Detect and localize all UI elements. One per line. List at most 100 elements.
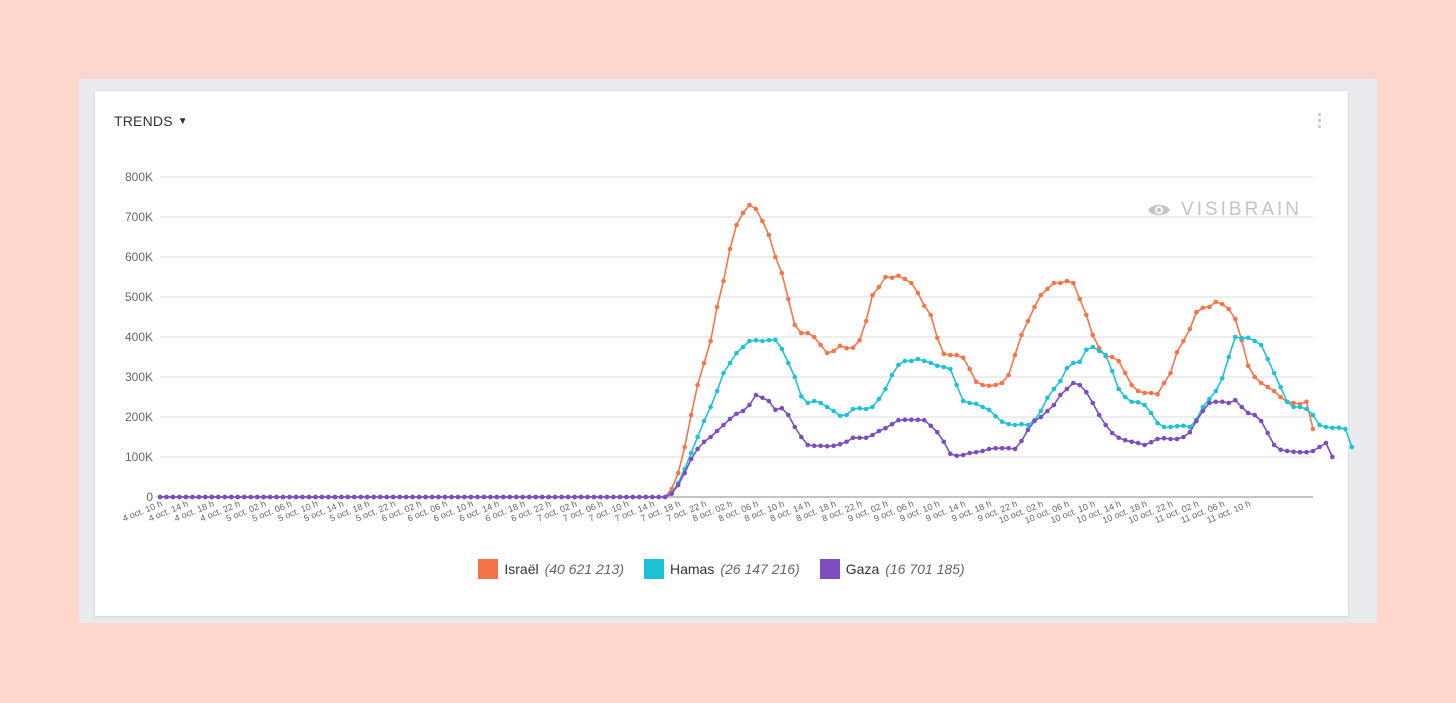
- data-point: [734, 222, 739, 228]
- data-point: [1071, 280, 1076, 286]
- visibrain-watermark: VISIBRAIN: [1147, 199, 1302, 221]
- legend-item[interactable]: Gaza (16 701 185): [819, 559, 965, 579]
- data-point: [831, 443, 836, 449]
- legend-item[interactable]: Israël (40 621 213): [478, 559, 624, 579]
- data-point: [1265, 430, 1270, 436]
- data-point: [559, 494, 564, 500]
- data-point: [190, 494, 195, 500]
- data-point: [760, 218, 765, 224]
- data-point: [941, 351, 947, 357]
- data-point: [986, 383, 992, 389]
- data-point: [993, 382, 998, 388]
- data-point: [1032, 304, 1037, 310]
- data-point: [1064, 278, 1070, 284]
- data-point: [552, 494, 558, 500]
- data-point: [824, 404, 830, 410]
- data-point: [248, 494, 253, 500]
- data-point: [1297, 449, 1303, 455]
- data-point: [1194, 418, 1199, 424]
- data-point: [870, 404, 875, 410]
- data-point: [1161, 424, 1167, 430]
- data-point: [701, 439, 707, 445]
- data-point: [805, 330, 811, 336]
- legend-total: (40 621 213): [544, 561, 624, 577]
- data-point: [948, 366, 953, 372]
- data-point: [1239, 404, 1244, 410]
- trends-dropdown[interactable]: TRENDS ▼: [114, 113, 188, 129]
- data-point: [747, 402, 752, 408]
- data-point: [824, 443, 830, 449]
- data-point: [727, 360, 733, 366]
- data-point: [1129, 399, 1134, 405]
- data-point: [811, 334, 817, 340]
- data-point: [889, 372, 895, 378]
- data-point: [980, 382, 985, 388]
- data-point: [1265, 384, 1270, 390]
- data-point: [1038, 292, 1044, 298]
- legend-swatch: [819, 559, 840, 579]
- data-point: [870, 292, 875, 298]
- more-options-icon[interactable]: [1316, 113, 1322, 131]
- data-point: [999, 445, 1005, 451]
- data-point: [183, 494, 189, 500]
- data-point: [624, 494, 629, 500]
- data-point: [274, 494, 279, 500]
- data-point: [837, 343, 843, 349]
- data-point: [241, 494, 247, 500]
- data-point: [345, 494, 351, 500]
- data-point: [526, 494, 532, 500]
- data-point: [993, 445, 998, 451]
- data-point: [1349, 444, 1355, 450]
- caret-down-icon: ▼: [177, 115, 188, 127]
- data-point: [863, 435, 869, 441]
- data-point: [1012, 446, 1018, 452]
- data-point: [377, 494, 383, 500]
- data-point: [267, 494, 273, 500]
- data-point: [844, 345, 849, 351]
- trends-card: TRENDS ▼ VISIBRAIN Israël (40 621 213) Ham…: [95, 91, 1348, 616]
- data-point: [915, 417, 921, 423]
- data-point: [896, 417, 901, 423]
- data-point: [792, 322, 798, 328]
- data-point: [1058, 392, 1063, 398]
- data-point: [727, 416, 733, 422]
- data-point: [688, 450, 694, 456]
- data-point: [1012, 422, 1018, 428]
- data-point: [1038, 408, 1044, 414]
- data-point: [287, 494, 292, 500]
- data-point: [948, 451, 953, 457]
- data-point: [1045, 395, 1050, 401]
- legend-item[interactable]: Hamas (26 147 216): [644, 559, 800, 579]
- data-point: [714, 428, 720, 434]
- data-point: [1187, 326, 1193, 332]
- data-point: [818, 342, 823, 348]
- data-point: [229, 494, 234, 500]
- legend-label: Hamas: [670, 561, 715, 577]
- data-point: [909, 358, 914, 364]
- data-point: [870, 432, 875, 438]
- legend-total: (26 147 216): [720, 561, 800, 577]
- data-point: [630, 494, 636, 500]
- data-point: [1103, 422, 1108, 428]
- data-point: [1084, 347, 1089, 353]
- data-point: [1207, 396, 1212, 402]
- data-point: [1025, 427, 1031, 433]
- data-point: [844, 439, 849, 445]
- data-point: [857, 405, 862, 411]
- data-point: [514, 494, 519, 500]
- y-tick-label: 300K: [125, 370, 153, 384]
- data-point: [811, 443, 817, 449]
- data-point: [1084, 389, 1089, 395]
- data-point: [157, 494, 163, 500]
- data-point: [617, 494, 623, 500]
- data-point: [1304, 406, 1309, 412]
- data-point: [598, 494, 603, 500]
- data-point: [792, 374, 798, 380]
- data-point: [1343, 426, 1348, 432]
- data-point: [1297, 404, 1303, 410]
- data-point: [1019, 332, 1024, 338]
- data-point: [1032, 418, 1037, 424]
- legend-swatch: [478, 559, 499, 579]
- data-point: [365, 494, 370, 500]
- data-point: [1304, 449, 1309, 455]
